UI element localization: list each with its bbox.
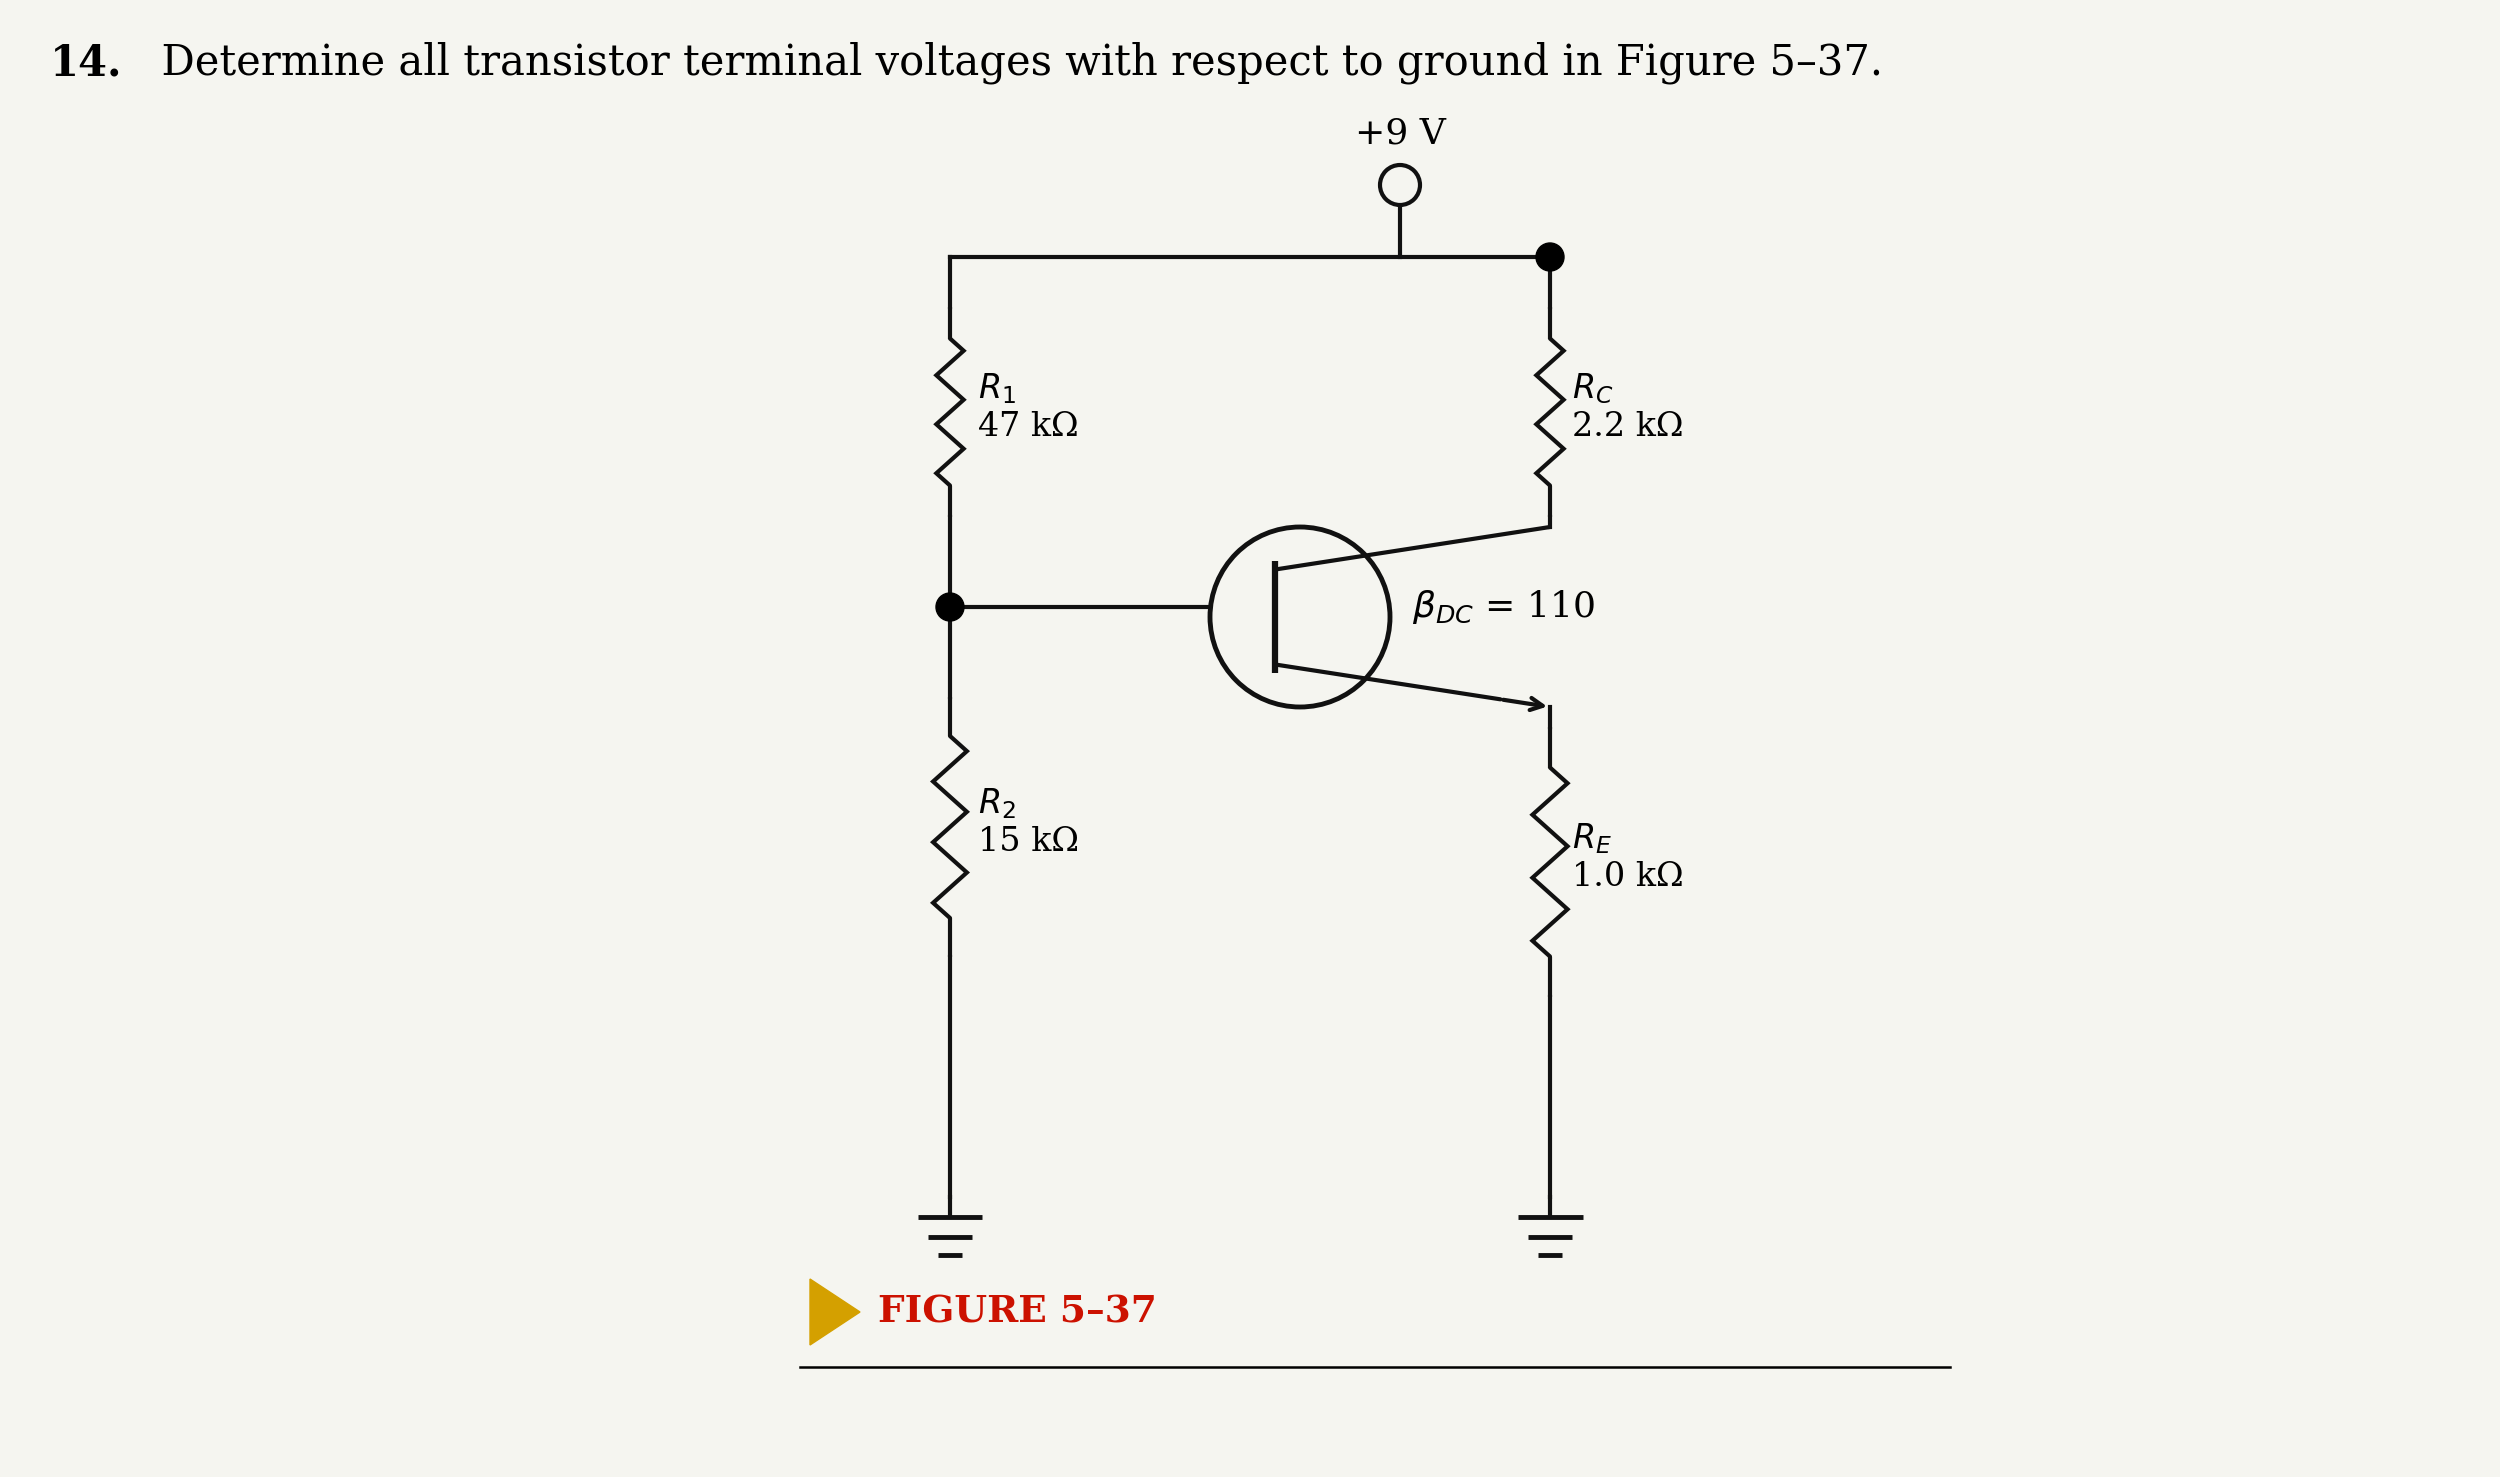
Polygon shape [810, 1279, 860, 1346]
Text: FIGURE 5–37: FIGURE 5–37 [878, 1294, 1158, 1331]
Text: $R_2$
15 kΩ: $R_2$ 15 kΩ [978, 786, 1080, 858]
Text: Determine all transistor terminal voltages with respect to ground in Figure 5–37: Determine all transistor terminal voltag… [135, 41, 1882, 84]
Circle shape [1535, 244, 1565, 270]
Text: $R_1$
47 kΩ: $R_1$ 47 kΩ [978, 371, 1078, 443]
Text: $R_C$
2.2 kΩ: $R_C$ 2.2 kΩ [1572, 371, 1682, 443]
Text: +9 V: +9 V [1355, 117, 1445, 151]
Text: $\beta_{DC}$ = 110: $\beta_{DC}$ = 110 [1412, 588, 1595, 626]
Circle shape [935, 592, 965, 620]
Text: $R_E$
1.0 kΩ: $R_E$ 1.0 kΩ [1572, 821, 1682, 894]
Text: 14.: 14. [50, 41, 122, 84]
